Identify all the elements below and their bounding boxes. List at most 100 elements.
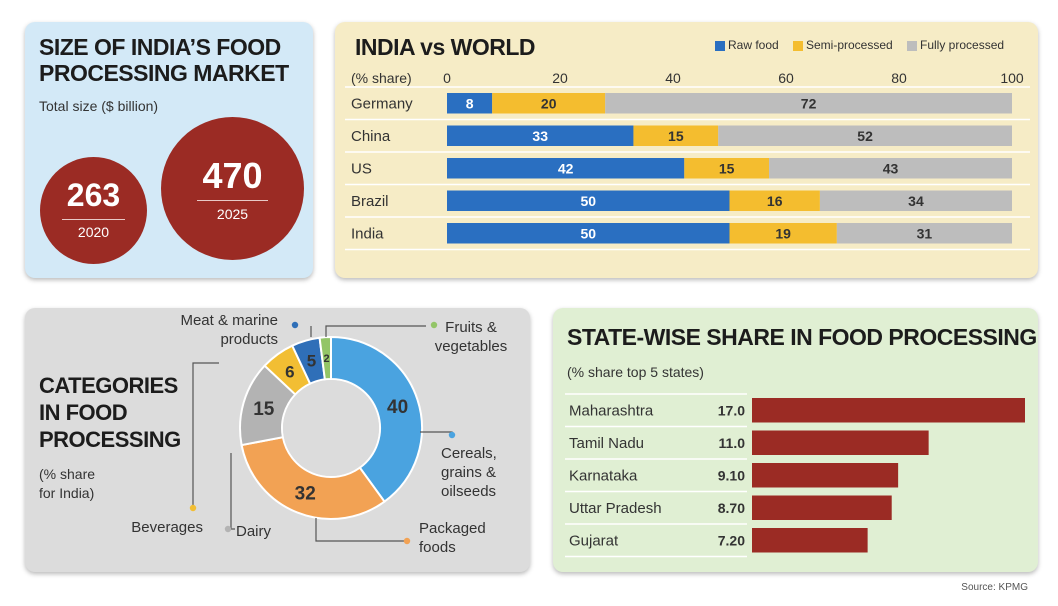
state-bar [752, 528, 868, 553]
data-label: 19 [775, 225, 791, 241]
donut-slice [318, 335, 332, 381]
slice-category-label: Packaged [419, 520, 486, 537]
slice-category-label: Beverages [131, 519, 203, 536]
categories-subtitle: (% share for India) [39, 465, 95, 503]
market-circle-2025: 470 2025 [161, 117, 304, 260]
market-value-2025: 470 [202, 155, 263, 196]
category-label: US [351, 160, 372, 177]
state-bar [752, 463, 899, 488]
state-bar [752, 398, 1025, 423]
state-title: STATE-WISE SHARE IN FOOD PROCESSING [567, 324, 1037, 350]
bar-segment [447, 190, 730, 211]
slice-category-label: vegetables [435, 338, 508, 355]
category-label: Brazil [351, 193, 389, 210]
data-label: 16 [767, 193, 783, 209]
donut-hole [283, 380, 379, 476]
state-chart: Maharashtra 17.0 Tamil Nadu 11.0 Karnataka 9.… [565, 393, 1025, 558]
slice-category-label: grains & [441, 464, 496, 481]
legend-swatch-raw [715, 41, 725, 51]
india-world-chart: 0 20 40 60 80 100 Germany 8 20 72 China 33 15 52 US 42 1… [345, 70, 1030, 251]
bar-segment [684, 158, 770, 179]
slice-value-label: 40 [387, 397, 408, 418]
bar-segment [769, 158, 1012, 179]
category-label: China [351, 128, 391, 145]
bar-segment [447, 158, 685, 179]
data-label: 34 [908, 193, 924, 209]
slice-value-label: 32 [295, 484, 316, 505]
circle-divider [197, 200, 268, 201]
bar-segment [718, 125, 1012, 146]
categories-title-line2: IN FOOD [39, 400, 128, 425]
callout-dot [224, 525, 232, 533]
slice-value-label: 5 [307, 352, 316, 371]
market-value-2020: 263 [66, 177, 121, 213]
x-tick-label: 60 [778, 70, 794, 86]
categories-donut: 40 32 15 65 2 Cereals, grains & oilseeds Package… [131, 312, 508, 556]
bar-segment [729, 223, 837, 244]
callout-dot [430, 321, 438, 329]
x-tick-label: 40 [665, 70, 681, 86]
x-tick-label: 100 [1000, 70, 1024, 86]
data-label: 50 [580, 193, 596, 209]
state-bar [752, 430, 929, 455]
bar-segment [447, 223, 730, 244]
categories-subtitle-line2: for India) [39, 485, 95, 501]
slice-category-label: oilseeds [441, 483, 496, 500]
india-world-title: INDIA vs WORLD [355, 34, 536, 60]
categories-panel: CATEGORIES IN FOOD PROCESSING (% share f… [25, 308, 530, 572]
slice-category-label: products [220, 331, 278, 348]
data-label: 15 [668, 128, 684, 144]
callout-dot [291, 321, 299, 329]
legend-swatch-fully [907, 41, 917, 51]
callout-line [325, 325, 426, 337]
data-label: 8 [466, 95, 474, 111]
bar-segment [633, 125, 719, 146]
data-label: 15 [719, 160, 735, 176]
data-label: 20 [541, 95, 557, 111]
state-label: Uttar Pradesh [569, 500, 662, 517]
callout-dot [448, 431, 456, 439]
bar-segment [447, 125, 634, 146]
state-label: Gujarat [569, 532, 619, 549]
callout-dot [189, 504, 197, 512]
state-share-panel: STATE-WISE SHARE IN FOOD PROCESSING (% s… [553, 308, 1038, 572]
data-label: 33 [532, 128, 548, 144]
state-bar [752, 495, 892, 520]
state-value-label: 17.0 [718, 402, 745, 418]
market-year-2020: 2020 [77, 224, 110, 240]
data-label: 50 [580, 225, 596, 241]
data-label: 43 [883, 160, 899, 176]
market-size-panel: SIZE OF INDIA’S FOOD PROCESSING MARKET T… [25, 22, 313, 278]
bar-segment [492, 93, 606, 114]
bar-segment [819, 190, 1012, 211]
state-label: Maharashtra [569, 402, 654, 419]
circle-divider [62, 219, 125, 220]
callout-dot [403, 537, 411, 545]
callout-line [192, 362, 219, 505]
state-label: Karnataka [569, 467, 638, 484]
india-world-axis-label: (% share) [351, 70, 412, 86]
category-label: Germany [351, 95, 413, 112]
donut-slice [330, 335, 423, 504]
data-label: 42 [558, 160, 574, 176]
bar-segment [729, 190, 820, 211]
categories-subtitle-line1: (% share [39, 466, 96, 482]
slice-category-label: Dairy [236, 523, 272, 540]
india-vs-world-panel: INDIA vs WORLD (% share) Raw food Semi-p… [335, 22, 1038, 278]
slice-category-label: Fruits & [445, 319, 497, 336]
data-label: 72 [801, 95, 817, 111]
slice-category-label: Meat & marine [180, 312, 278, 329]
market-title-line1: SIZE OF INDIA’S FOOD [39, 34, 281, 60]
category-label: India [351, 225, 384, 242]
bar-segment [836, 223, 1012, 244]
slice-value-label: 2 [324, 353, 330, 365]
categories-title-line3: PROCESSING [39, 427, 181, 452]
callout-line [420, 431, 453, 438]
state-value-label: 9.10 [718, 467, 745, 483]
data-label: 52 [857, 128, 873, 144]
donut-slice [240, 436, 386, 520]
categories-title-line1: CATEGORIES [39, 373, 178, 398]
market-title: SIZE OF INDIA’S FOOD PROCESSING MARKET [39, 34, 289, 86]
state-value-label: 7.20 [718, 532, 745, 548]
source-note: Source: KPMG [961, 582, 1028, 593]
